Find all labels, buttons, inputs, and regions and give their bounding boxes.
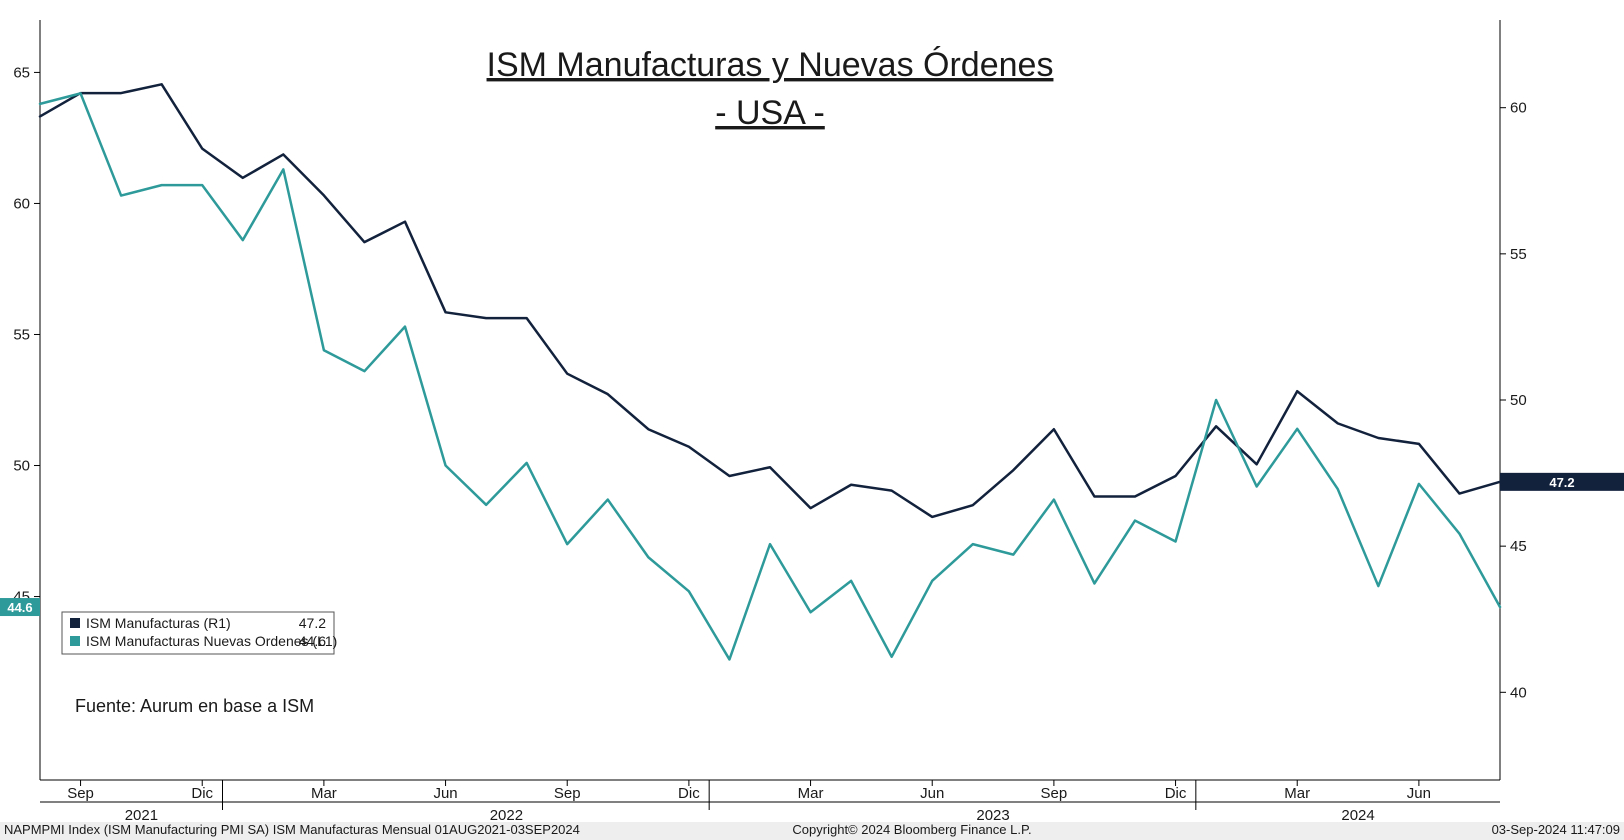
footer-mid: Copyright© 2024 Bloomberg Finance L.P.	[792, 822, 1031, 837]
x-month-label: Jun	[920, 785, 944, 802]
legend-value: 47.2	[299, 615, 326, 631]
x-month-label: Mar	[311, 785, 337, 802]
x-month-label: Sep	[1041, 785, 1068, 802]
x-month-label: Mar	[1284, 785, 1310, 802]
x-month-label: Sep	[554, 785, 581, 802]
chart-title-line2: - USA -	[715, 94, 825, 132]
x-month-label: Jun	[1407, 785, 1431, 802]
x-month-label: Dic	[678, 785, 700, 802]
x-month-label: Dic	[191, 785, 213, 802]
series-line	[40, 93, 1500, 659]
yleft-tick-label: 65	[13, 64, 30, 81]
legend-label: ISM Manufacturas (R1)	[86, 615, 231, 631]
yright-tick-label: 50	[1510, 392, 1527, 409]
x-month-label: Jun	[433, 785, 457, 802]
yright-tick-label: 40	[1510, 684, 1527, 701]
legend-swatch	[70, 618, 80, 628]
yleft-value-flag-text: 44.6	[7, 600, 32, 615]
chart-title-line1: ISM Manufacturas y Nuevas Órdenes	[487, 46, 1054, 84]
legend-value: 44.6	[299, 633, 326, 649]
yleft-tick-label: 55	[13, 326, 30, 343]
footer-left: NAPMPMI Index (ISM Manufacturing PMI SA)…	[4, 822, 580, 837]
yright-tick-label: 60	[1510, 100, 1527, 117]
x-month-label: Sep	[67, 785, 94, 802]
chart-svg: 45505560654045505560SepDicMarJunSepDicMa…	[0, 0, 1624, 840]
yright-tick-label: 45	[1510, 538, 1527, 555]
x-month-label: Dic	[1165, 785, 1187, 802]
footer-right: 03-Sep-2024 11:47:09	[1492, 822, 1620, 837]
yleft-tick-label: 60	[13, 195, 30, 212]
yright-tick-label: 55	[1510, 246, 1527, 263]
x-year-label: 2024	[1341, 807, 1374, 824]
yright-value-flag-text: 47.2	[1549, 475, 1574, 490]
chart-container: 45505560654045505560SepDicMarJunSepDicMa…	[0, 0, 1624, 840]
source-label: Fuente: Aurum en base a ISM	[75, 696, 314, 716]
legend-swatch	[70, 636, 80, 646]
yleft-tick-label: 50	[13, 458, 30, 475]
x-month-label: Mar	[798, 785, 824, 802]
